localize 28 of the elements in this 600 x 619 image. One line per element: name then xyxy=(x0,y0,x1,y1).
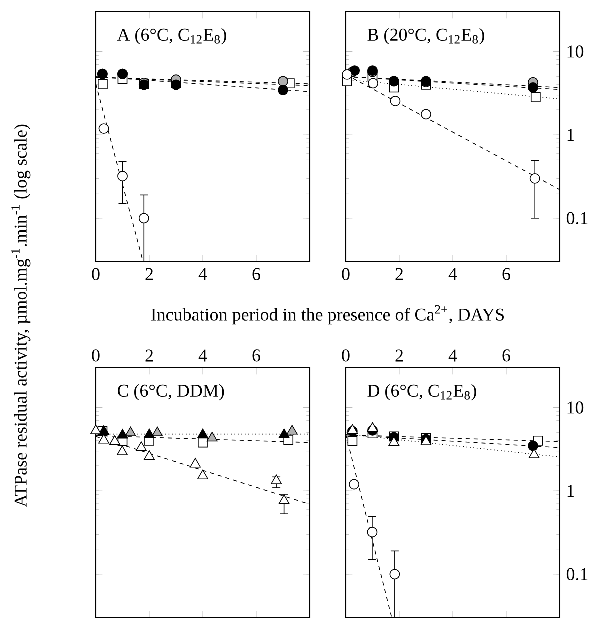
y-tick-label: 10 xyxy=(568,402,584,414)
y-tick-label: 10 xyxy=(568,46,584,58)
x-tick-label: 4 xyxy=(198,350,208,362)
x-tick-label: 4 xyxy=(198,268,208,280)
y-tick-label: 0.1 xyxy=(566,212,588,225)
y-tick-label: 0.1 xyxy=(566,568,588,581)
x-tick-label: 6 xyxy=(252,268,260,280)
x-tick-label: 0 xyxy=(342,350,350,362)
y-axis-title: ATPase residual activity, µmol.mg$^{-1}$.min$^{-1}$ (log scale) xyxy=(12,124,31,508)
x-tick-label: 4 xyxy=(448,268,458,280)
y-tick-label: 1 xyxy=(568,129,574,142)
text: A (6°C, C$_{12}$E$_{8}$) xyxy=(117,28,226,45)
x-tick-label: 2 xyxy=(146,350,154,362)
x-tick-label: 0 xyxy=(92,350,100,362)
x-tick-label: 0 xyxy=(342,268,350,280)
x-tick-label: 4 xyxy=(448,350,458,362)
text: B (20°C, C$_{12}$E$_{8}$) xyxy=(368,28,484,45)
x-tick-label: 6 xyxy=(502,350,510,362)
y-tick-label: 1 xyxy=(568,485,574,498)
x-tick-label: 2 xyxy=(396,350,404,362)
x-tick-label: 0 xyxy=(92,268,100,280)
x-axis-title: Incubation period in the presence of Ca$^{2+}$, DAYS xyxy=(151,305,504,325)
x-tick-label: 2 xyxy=(396,268,404,280)
x-tick-label: 6 xyxy=(252,350,260,362)
x-tick-label: 6 xyxy=(502,268,510,280)
x-tick-label: 2 xyxy=(146,268,154,280)
text: C (6°C, DDM) xyxy=(118,384,224,401)
text: D (6°C, C$_{12}$E$_{8}$) xyxy=(368,384,476,401)
